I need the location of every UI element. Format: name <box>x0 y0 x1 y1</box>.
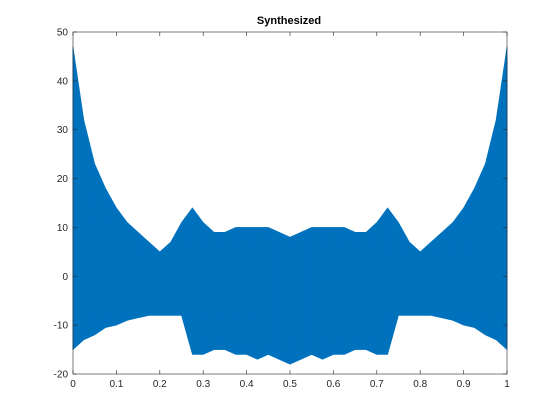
y-tick-label: 50 <box>57 28 69 39</box>
x-tick-label: 0.8 <box>413 379 427 390</box>
x-tick-label: 0.6 <box>326 379 340 390</box>
x-tick-label: 0.7 <box>370 379 384 390</box>
x-tick-label: 1 <box>504 379 510 390</box>
x-tick-label: 0.1 <box>109 379 123 390</box>
y-tick-label: 20 <box>57 174 69 185</box>
y-tick-label: 40 <box>57 76 69 87</box>
x-tick-label: 0.4 <box>240 379 254 390</box>
x-tick-label: 0.3 <box>196 379 210 390</box>
chart-title: Synthesized <box>257 15 321 27</box>
y-tick-label: 0 <box>62 272 68 283</box>
y-tick-label: -20 <box>54 370 69 381</box>
x-tick-label: 0.2 <box>153 379 167 390</box>
y-tick-label: 10 <box>57 223 69 234</box>
y-tick-label: 30 <box>57 125 69 136</box>
x-tick-label: 0 <box>70 379 76 390</box>
x-tick-label: 0.5 <box>283 379 297 390</box>
y-tick-label: -10 <box>54 321 69 332</box>
x-tick-label: 0.9 <box>457 379 471 390</box>
